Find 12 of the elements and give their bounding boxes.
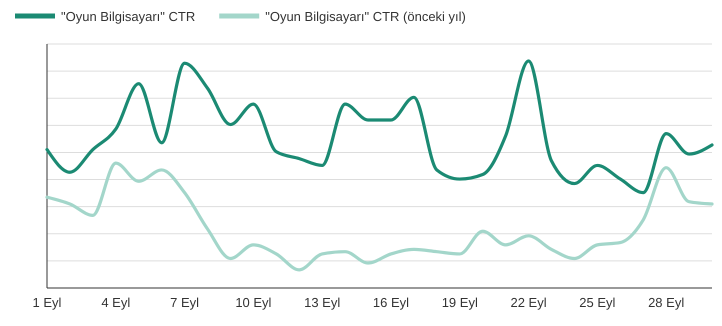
x-tick-label: 1 Eyl — [32, 295, 62, 310]
x-tick-label: 28 Eyl — [648, 295, 684, 310]
x-tick-label: 19 Eyl — [442, 295, 478, 310]
x-tick-label: 22 Eyl — [510, 295, 547, 310]
x-tick-label: 7 Eyl — [170, 295, 200, 310]
x-tick-label: 25 Eyl — [579, 295, 616, 310]
legend-label: "Oyun Bilgisayarı" CTR (önceki yıl) — [265, 9, 466, 24]
x-tick-label: 10 Eyl — [235, 295, 272, 310]
x-tick-label: 16 Eyl — [372, 295, 410, 310]
x-tick-label: 13 Eyl — [304, 295, 340, 310]
legend-label: "Oyun Bilgisayarı" CTR — [61, 9, 196, 24]
x-tick-label: 4 Eyl — [101, 295, 130, 310]
